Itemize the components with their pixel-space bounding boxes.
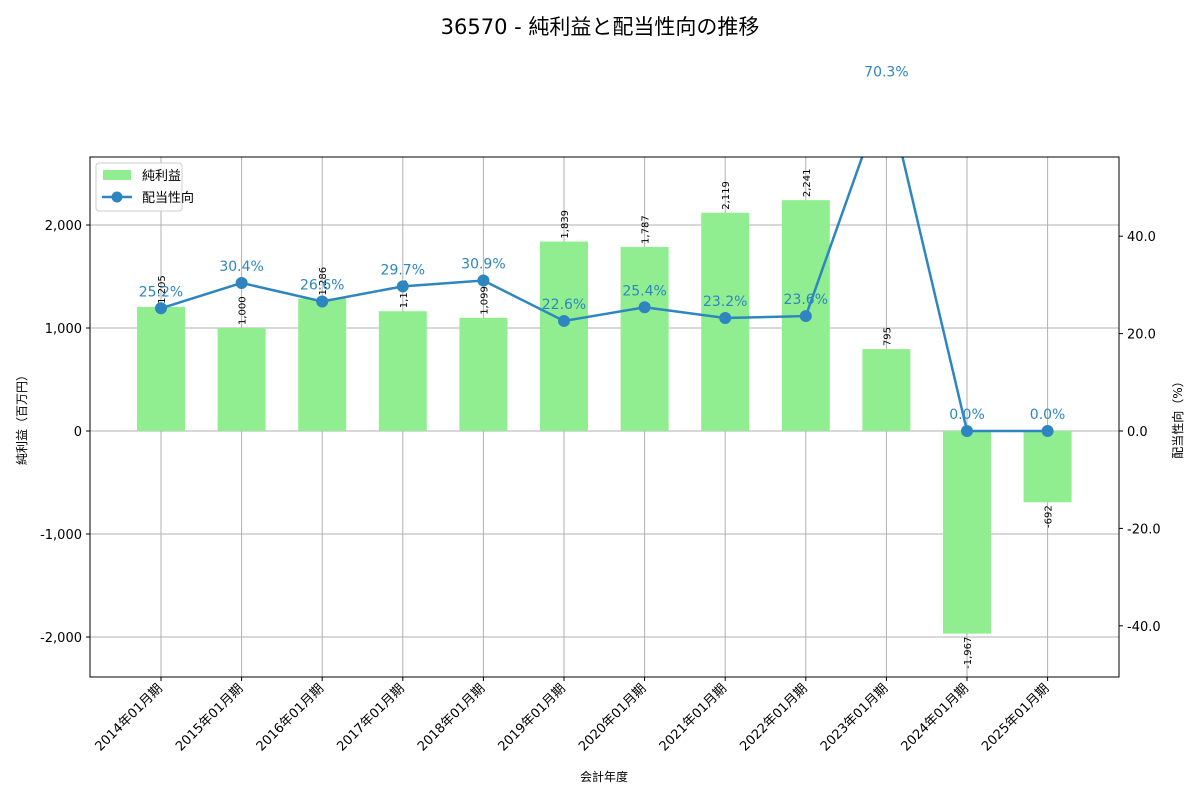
y-axis-left-label: 純利益（百万円） (15, 369, 29, 465)
x-tick-label: 2018年01月期 (415, 681, 488, 754)
legend-marker-icon (111, 191, 123, 203)
x-axis-label: 会計年度 (580, 769, 628, 784)
legend-label-net-income: 純利益 (142, 169, 181, 184)
svg-text:20.0: 20.0 (1127, 328, 1156, 343)
line-value-labels: 25.2% 30.4% 26.6% 29.7% 30.9% 22.6% 25.4% 23.2%… (139, 65, 1066, 423)
pct-label: 23.6% (784, 292, 828, 308)
x-axis: 2014年01月期 2015年01月期 2016年01月期 2017年01月期 2018… (93, 677, 1052, 755)
line-marker (961, 425, 973, 437)
pct-label: 25.2% (139, 284, 183, 300)
bar-label: 1,839 (560, 210, 571, 239)
bar-label: 795 (882, 327, 893, 346)
plot-frame (89, 156, 1120, 678)
svg-text:0: 0 (74, 425, 82, 440)
pct-label: 70.3% (864, 65, 908, 81)
pct-label: 30.4% (219, 259, 263, 275)
pct-label: 22.6% (542, 297, 586, 313)
bar-label: -1,967 (963, 637, 974, 669)
line-series-payout-ratio (155, 157, 1054, 437)
line-marker (558, 314, 570, 327)
x-tick-label: 2020年01月期 (576, 681, 649, 754)
svg-text:-20.0: -20.0 (1127, 522, 1161, 537)
line-marker (316, 295, 329, 308)
bar-label: 2,119 (721, 181, 732, 210)
bar (378, 311, 427, 431)
svg-text:-1,000: -1,000 (40, 528, 82, 543)
line-marker (477, 274, 490, 287)
pct-label: 0.0% (1030, 407, 1066, 423)
x-tick-label: 2024年01月期 (899, 681, 972, 754)
bar (1023, 431, 1072, 503)
y-axis-left: 2,000 1,000 0 -1,000 -2,000 (40, 219, 90, 646)
bar (943, 431, 991, 634)
bar (217, 328, 266, 431)
x-tick-label: 2021年01月期 (657, 681, 730, 754)
bar-label: 1,000 (238, 296, 249, 325)
svg-text:-2,000: -2,000 (40, 631, 82, 646)
bar-label: 1,787 (641, 215, 652, 244)
x-tick-label: 2015年01月期 (173, 681, 246, 754)
chart-title: 36570 - 純利益と配当性向の推移 (441, 15, 760, 39)
pct-label: 26.6% (300, 277, 344, 293)
pct-label: 25.4% (622, 283, 666, 299)
x-tick-label: 2023年01月期 (818, 681, 891, 754)
y-axis-right: 40.0 20.0 0.0 -20.0 -40.0 (1119, 230, 1161, 635)
legend: 純利益 配当性向 (95, 162, 194, 212)
svg-text:2,000: 2,000 (45, 219, 82, 234)
bar-label: 1,099 (479, 286, 490, 315)
bar (862, 349, 911, 431)
legend-label-payout-ratio: 配当性向 (142, 190, 194, 206)
line-marker (1041, 425, 1054, 437)
bar-label: 1,205 (157, 275, 168, 304)
bar (298, 298, 347, 431)
svg-text:-40.0: -40.0 (1127, 620, 1161, 635)
line-marker (638, 301, 651, 314)
line-marker (799, 310, 812, 323)
legend-bar-swatch-icon (103, 170, 131, 180)
pct-label: 0.0% (949, 407, 985, 423)
bar-label: 2,241 (802, 169, 813, 198)
line-marker (396, 280, 409, 293)
x-tick-label: 2017年01月期 (334, 681, 407, 754)
pct-label: 23.2% (703, 294, 747, 310)
bar (137, 306, 185, 431)
bar (459, 317, 508, 431)
x-tick-label: 2022年01月期 (737, 681, 810, 754)
pct-label: 30.9% (461, 257, 505, 273)
svg-text:0.0: 0.0 (1127, 425, 1148, 440)
x-tick-label: 2016年01月期 (254, 681, 327, 754)
pct-label: 29.7% (381, 262, 425, 278)
bar-label: 1,286 (318, 267, 329, 296)
bar-series-net-income (137, 200, 1072, 634)
bar (540, 241, 588, 431)
y-axis-right-label: 配当性向（%） (1170, 375, 1185, 458)
line-marker (235, 276, 248, 289)
svg-text:1,000: 1,000 (45, 322, 82, 337)
line-marker (155, 302, 167, 315)
x-tick-label: 2019年01月期 (496, 681, 569, 754)
svg-text:40.0: 40.0 (1127, 230, 1156, 245)
bar-value-labels: 1,205 1,000 1,286 1,163 1,099 1,839 1,787 2,119… (157, 169, 1055, 669)
bar-label: -692 (1044, 505, 1055, 528)
x-tick-label: 2025年01月期 (979, 681, 1052, 754)
bar (620, 246, 669, 431)
line-marker (719, 312, 732, 325)
bar-label: 1,163 (399, 280, 410, 309)
x-tick-label: 2014年01月期 (93, 681, 166, 754)
